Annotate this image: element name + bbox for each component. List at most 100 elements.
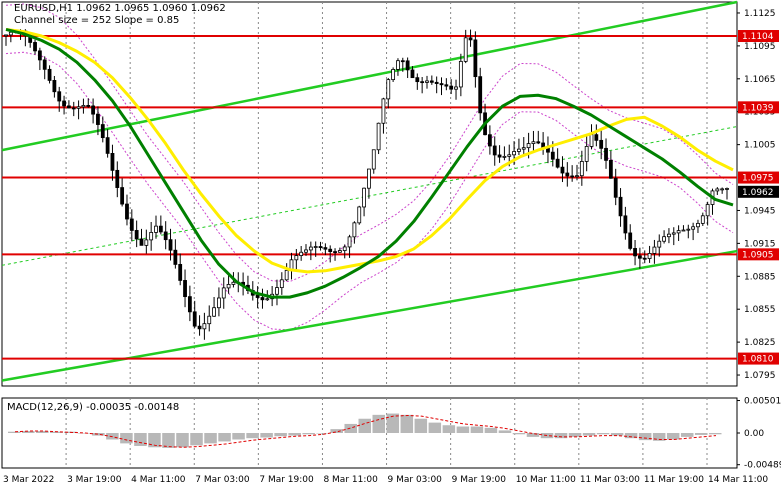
candle-bull [720,188,725,191]
candle-bull [463,37,468,62]
candle-bull [81,105,86,108]
candle-bull [696,222,700,228]
y-tick-label: 1.0855 [744,305,776,315]
x-tick-label: 9 Mar 19:00 [452,475,507,485]
x-tick-label: 8 Mar 11:00 [323,475,378,485]
macd-histogram-bar [232,433,245,440]
macd-histogram-bar [512,433,526,435]
macd-histogram-bar [582,433,596,436]
candle-bull [579,161,584,177]
candle-bull [526,143,531,149]
candle-bear [623,215,628,234]
macd-histogram-bar [288,433,301,436]
candle-bear [468,37,473,41]
candle-bear [37,50,42,61]
y-tick-label: 1.1095 [744,42,776,52]
y-tick-label: 1.0915 [744,239,776,249]
candle-bear [599,139,604,149]
candle-bull [391,69,396,81]
candle-bull [342,246,347,251]
candle-bull [376,122,381,151]
candle-bear [255,294,260,298]
macd-histogram-bar [316,433,329,434]
current-price-tag [738,185,779,198]
candle-bull [149,232,154,241]
candle-bear [410,69,415,79]
x-tick-label: 3 Mar 19:00 [67,475,122,485]
candle-bear [550,151,555,160]
candle-bull [502,155,507,158]
candle-bear [134,230,139,240]
candle-bull [308,246,313,251]
candle-bear [536,141,541,144]
channel-mid-line [1,126,738,266]
candle-bull [265,298,270,301]
x-tick-label: 14 Mar 11:00 [708,475,768,485]
macd-histogram-bar [568,433,582,437]
macd-indicator-header: MACD(12,26,9) -0.00035 -0.00148 [7,402,180,413]
candle-bull [207,315,212,325]
candle-bull [715,188,720,192]
macd-histogram-bar [148,433,161,448]
candle-bear [415,77,420,83]
candle-bear [429,80,434,83]
candle-bear [570,175,575,178]
candle-bull [662,236,666,242]
macd-histogram-bar [414,418,428,433]
y-tick-label: 1.1125 [744,9,776,19]
candle-bull [381,98,386,124]
candle-bear [139,238,144,246]
candle-bear [555,158,560,168]
macd-y-tick-label: -0.00489 [744,461,781,471]
candle-bear [105,137,110,154]
candle-bear [628,232,633,249]
candle-bull [454,86,458,90]
candle-bear [594,134,599,141]
level-price-label: 1.1104 [742,32,774,42]
candle-bull [357,206,362,224]
candle-bull [275,287,279,295]
candle-bull [284,270,289,281]
macd-histogram-bar [78,433,91,434]
envelope-band-upper [5,3,734,283]
candle-bull [362,187,366,208]
macd-histogram-bar [246,433,259,439]
candle-bear [405,60,410,71]
candle-bear [434,81,439,84]
x-tick-label: 9 Mar 03:00 [388,475,443,485]
candle-bull [279,279,284,289]
candle-bull [425,80,429,83]
candle-bear [100,124,105,139]
candle-bear [633,248,637,257]
candle-bear [328,248,333,252]
candle-bull [691,226,696,230]
level-price-tag [738,248,779,261]
candle-bull [507,154,512,157]
macd-histogram-bar [484,427,498,433]
candle-bear [192,311,197,327]
candle-bull [589,134,594,147]
candle-bull [657,240,662,248]
level-price-tag [738,101,779,114]
candle-bull [705,204,710,217]
candle-bear [323,247,328,250]
candle-bear [560,166,565,174]
macd-histogram-bar [120,433,133,444]
macd-histogram-bar [204,433,217,444]
macd-histogram-bar [680,433,694,437]
candle-bear [52,80,57,93]
candle-bear [487,134,492,147]
candle-bear [473,39,478,78]
macd-histogram-bar [442,425,456,433]
candle-bull [4,34,8,37]
candle-bear [642,257,647,260]
level-price-tag [738,352,779,365]
macd-histogram-bar [372,414,386,433]
level-price-label: 1.0905 [742,250,774,260]
moving-average-fast [5,27,734,274]
candle-bull [226,284,231,289]
candle-bull [144,239,149,246]
macd-histogram-bar [330,429,343,433]
candle-bear [197,325,202,330]
x-tick-label: 7 Mar 03:00 [195,475,250,485]
